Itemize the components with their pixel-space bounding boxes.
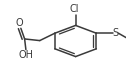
Text: OH: OH xyxy=(18,50,33,60)
Text: S: S xyxy=(113,28,119,38)
Text: O: O xyxy=(15,18,23,28)
Text: Cl: Cl xyxy=(70,4,79,14)
